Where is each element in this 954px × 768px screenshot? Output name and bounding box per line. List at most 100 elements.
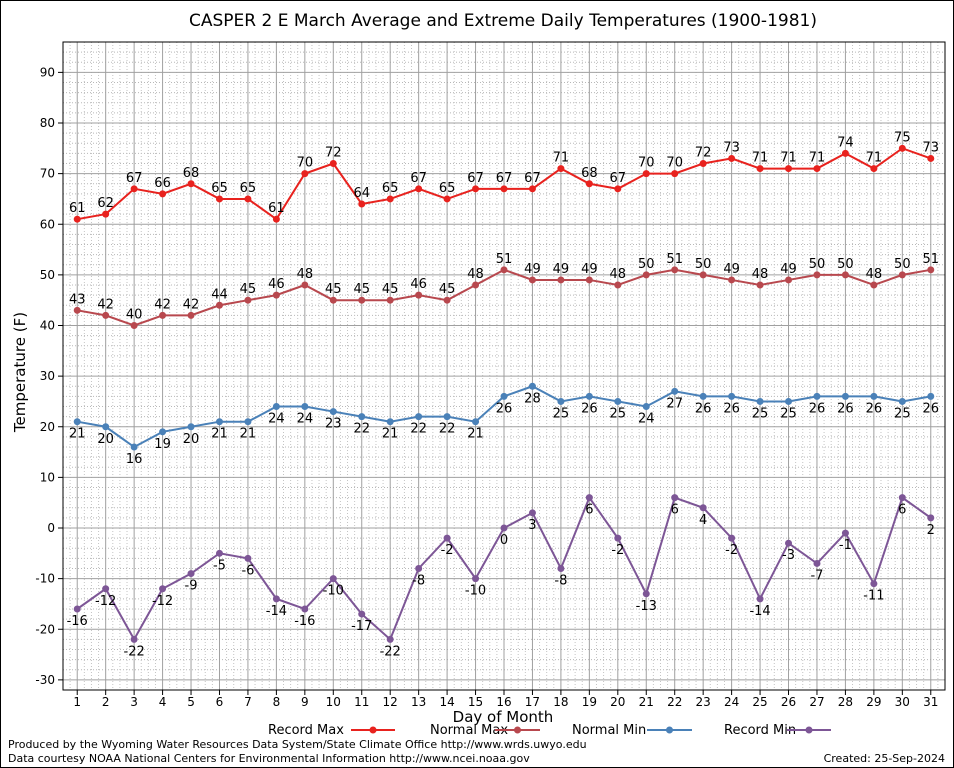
normal-min-data-label: 26	[866, 401, 883, 416]
normal-min-data-label: 19	[154, 437, 171, 452]
normal-min-data-label: 24	[638, 412, 655, 427]
x-tick-label: 31	[923, 695, 938, 709]
normal-min-point	[187, 423, 195, 431]
normal-max-data-label: 49	[524, 262, 541, 277]
record-min-point	[927, 514, 935, 522]
normal-max-data-label: 44	[211, 287, 228, 302]
record-min-point	[870, 580, 878, 588]
x-tick-label: 9	[301, 695, 309, 709]
normal-min-data-label: 21	[69, 427, 86, 442]
record-min-data-label: -14	[749, 604, 770, 619]
legend-label-record-max: Record Max	[268, 723, 344, 738]
normal-max-point	[187, 311, 195, 319]
x-tick-label: 21	[639, 695, 654, 709]
record-max-point	[272, 215, 280, 223]
normal-max-data-label: 49	[553, 262, 570, 277]
x-tick-label: 2	[102, 695, 110, 709]
normal-min-data-label: 25	[610, 406, 627, 421]
normal-min-point	[73, 418, 81, 426]
normal-min-data-label: 26	[581, 401, 598, 416]
record-max-point	[756, 165, 764, 173]
record-min-point	[785, 539, 793, 547]
normal-min-data-label: 21	[382, 427, 399, 442]
record-min-data-label: -7	[810, 568, 823, 583]
record-min-point	[642, 590, 650, 598]
record-max-point	[73, 215, 81, 223]
legend-marker-record-min	[805, 726, 813, 734]
normal-min-point	[415, 413, 423, 421]
normal-min-point	[756, 397, 764, 405]
record-min-point	[215, 549, 223, 557]
normal-max-data-label: 49	[723, 262, 740, 277]
record-min-point	[415, 565, 423, 572]
record-min-data-label: -6	[241, 563, 254, 578]
normal-max-data-label: 42	[183, 297, 200, 312]
record-max-point	[244, 195, 252, 203]
normal-max-point	[870, 281, 878, 289]
y-tick-label: 10	[40, 470, 55, 484]
normal-max-point	[898, 271, 906, 279]
normal-max-point	[785, 276, 793, 284]
normal-min-point	[671, 387, 679, 395]
normal-min-data-label: 22	[410, 422, 427, 437]
normal-max-point	[301, 281, 309, 289]
normal-min-point	[642, 403, 650, 410]
record-max-point	[358, 200, 366, 208]
record-max-data-label: 67	[467, 171, 484, 186]
normal-max-data-label: 48	[866, 267, 883, 282]
record-max-point	[301, 170, 309, 178]
y-tick-label: -10	[35, 572, 55, 586]
normal-max-data-label: 48	[610, 267, 627, 282]
record-max-point	[927, 154, 935, 162]
y-tick-label: 0	[47, 521, 55, 535]
record-min-data-label: -10	[465, 584, 486, 599]
record-max-data-label: 70	[297, 156, 314, 171]
record-max-data-label: 62	[97, 196, 114, 211]
record-min-data-label: 0	[500, 533, 508, 548]
normal-max-data-label: 51	[923, 252, 940, 267]
record-max-point	[102, 210, 110, 218]
normal-max-data-label: 51	[666, 252, 683, 267]
y-tick-label: 60	[40, 217, 55, 231]
footer-credit-line: Produced by the Wyoming Water Resources …	[8, 738, 587, 751]
y-tick-label: -30	[35, 673, 55, 687]
record-max-data-label: 67	[410, 171, 427, 186]
normal-max-point	[130, 322, 138, 329]
record-min-point	[898, 494, 906, 502]
normal-min-point	[159, 428, 167, 436]
legend-label-normal-min: Normal Min	[572, 723, 646, 738]
x-tick-label: 5	[187, 695, 195, 709]
record-min-point	[73, 605, 81, 613]
record-max-data-label: 70	[666, 156, 683, 171]
record-min-data-label: -2	[441, 543, 454, 558]
record-min-point	[301, 605, 309, 613]
record-min-point	[329, 575, 337, 583]
normal-max-point	[443, 296, 451, 304]
record-max-point	[614, 185, 622, 193]
record-min-data-label: -2	[725, 543, 738, 558]
record-min-point	[557, 565, 565, 572]
record-min-point	[500, 524, 508, 532]
normal-min-point	[272, 403, 280, 410]
x-tick-label: 11	[354, 695, 369, 709]
x-tick-label: 14	[439, 695, 454, 709]
normal-min-point	[528, 382, 536, 390]
record-min-point	[358, 610, 366, 618]
record-min-data-label: -9	[185, 579, 198, 594]
normal-min-point	[728, 392, 736, 400]
normal-max-point	[585, 276, 593, 284]
normal-min-data-label: 25	[553, 406, 570, 421]
normal-max-data-label: 45	[439, 282, 456, 297]
normal-min-data-label: 26	[496, 401, 513, 416]
normal-max-data-label: 40	[126, 308, 143, 323]
normal-max-point	[813, 271, 821, 279]
normal-min-point	[443, 413, 451, 421]
chart-title: CASPER 2 E March Average and Extreme Dai…	[189, 11, 817, 31]
normal-max-data-label: 50	[638, 257, 655, 272]
record-max-data-label: 67	[524, 171, 541, 186]
record-max-point	[443, 195, 451, 203]
x-tick-label: 6	[216, 695, 224, 709]
record-min-data-label: 2	[927, 523, 935, 538]
legend-label-record-min: Record Min	[724, 723, 796, 738]
record-max-point	[728, 154, 736, 162]
